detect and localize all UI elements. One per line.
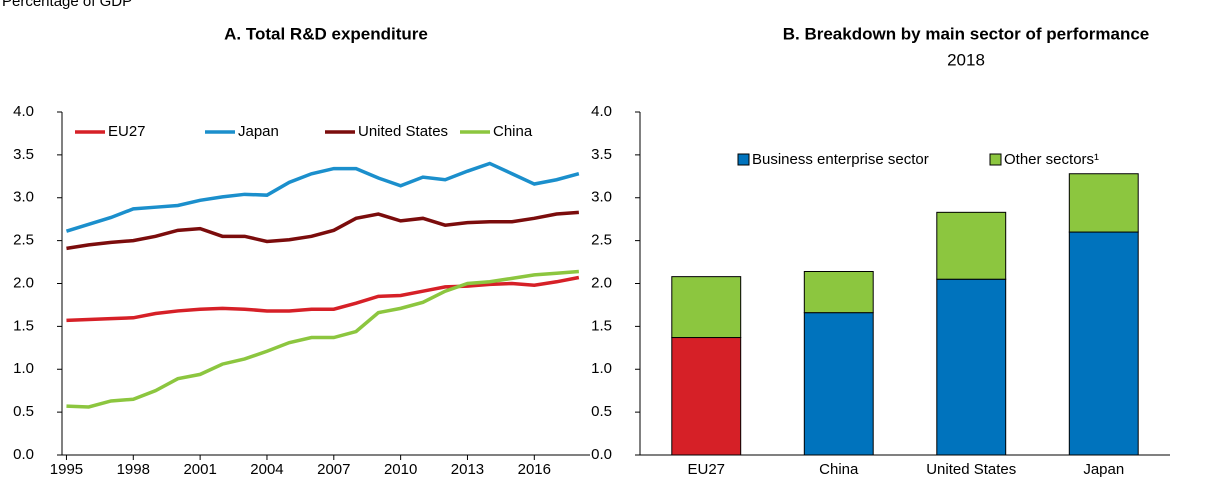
bar-segment	[803, 270, 874, 314]
x-tick-label: United States	[926, 461, 1016, 478]
y-tick-label: 1.0	[591, 360, 612, 377]
bar-segment	[1068, 173, 1139, 233]
bar-segment	[936, 211, 1007, 280]
y-tick-label: 1.0	[13, 360, 34, 377]
chart-title: A. Total R&D expenditure	[224, 24, 428, 43]
x-tick-label: 1995	[50, 461, 83, 478]
line-series	[66, 269, 579, 409]
bar-segment	[936, 278, 1007, 456]
legend-label: Other sectors¹	[1004, 151, 1099, 168]
x-tick-label: Japan	[1083, 461, 1124, 478]
bar-segment	[803, 312, 874, 456]
y-tick-label: 3.0	[13, 189, 34, 206]
legend-label: Business enterprise sector	[752, 151, 929, 168]
y-tick-label: 4.0	[591, 103, 612, 120]
y-tick-label: 2.5	[591, 232, 612, 249]
y-tick-label: 3.5	[13, 146, 34, 163]
legend-label: China	[493, 123, 533, 140]
x-tick-label: 2001	[183, 461, 216, 478]
legend-label: EU27	[108, 123, 146, 140]
y-tick-label: 4.0	[13, 103, 34, 120]
y-tick-label: 0.5	[13, 403, 34, 420]
y-tick-label: 1.5	[591, 317, 612, 334]
x-tick-label: 2007	[317, 461, 350, 478]
x-tick-label: 2010	[384, 461, 417, 478]
legend-label: United States	[358, 123, 448, 140]
line-series	[66, 275, 580, 323]
x-tick-label: 2004	[250, 461, 283, 478]
line-series	[65, 161, 580, 233]
page-label: Percentage of GDP	[2, 0, 132, 10]
x-tick-label: 2013	[451, 461, 484, 478]
y-tick-label: 0.5	[591, 403, 612, 420]
y-tick-label: 1.5	[13, 317, 34, 334]
line-series	[66, 210, 579, 251]
x-tick-label: 1998	[117, 461, 150, 478]
y-tick-label: 2.0	[591, 274, 612, 291]
x-tick-label: China	[819, 461, 859, 478]
legend-swatch	[737, 153, 750, 166]
bar-segment	[671, 337, 742, 456]
legend-label: Japan	[238, 123, 279, 140]
y-tick-label: 0.0	[13, 446, 34, 463]
y-tick-label: 3.0	[591, 189, 612, 206]
y-tick-label: 3.5	[591, 146, 612, 163]
y-tick-label: 0.0	[591, 446, 612, 463]
x-tick-label: EU27	[687, 461, 725, 478]
legend-swatch	[989, 153, 1002, 166]
chart-subtitle: 2018	[947, 50, 985, 69]
chart-title: B. Breakdown by main sector of performan…	[783, 24, 1150, 43]
bar-segment	[671, 276, 742, 339]
y-tick-label: 2.0	[13, 274, 34, 291]
x-tick-label: 2016	[518, 461, 551, 478]
bar-segment	[1068, 231, 1139, 456]
y-tick-label: 2.5	[13, 232, 34, 249]
